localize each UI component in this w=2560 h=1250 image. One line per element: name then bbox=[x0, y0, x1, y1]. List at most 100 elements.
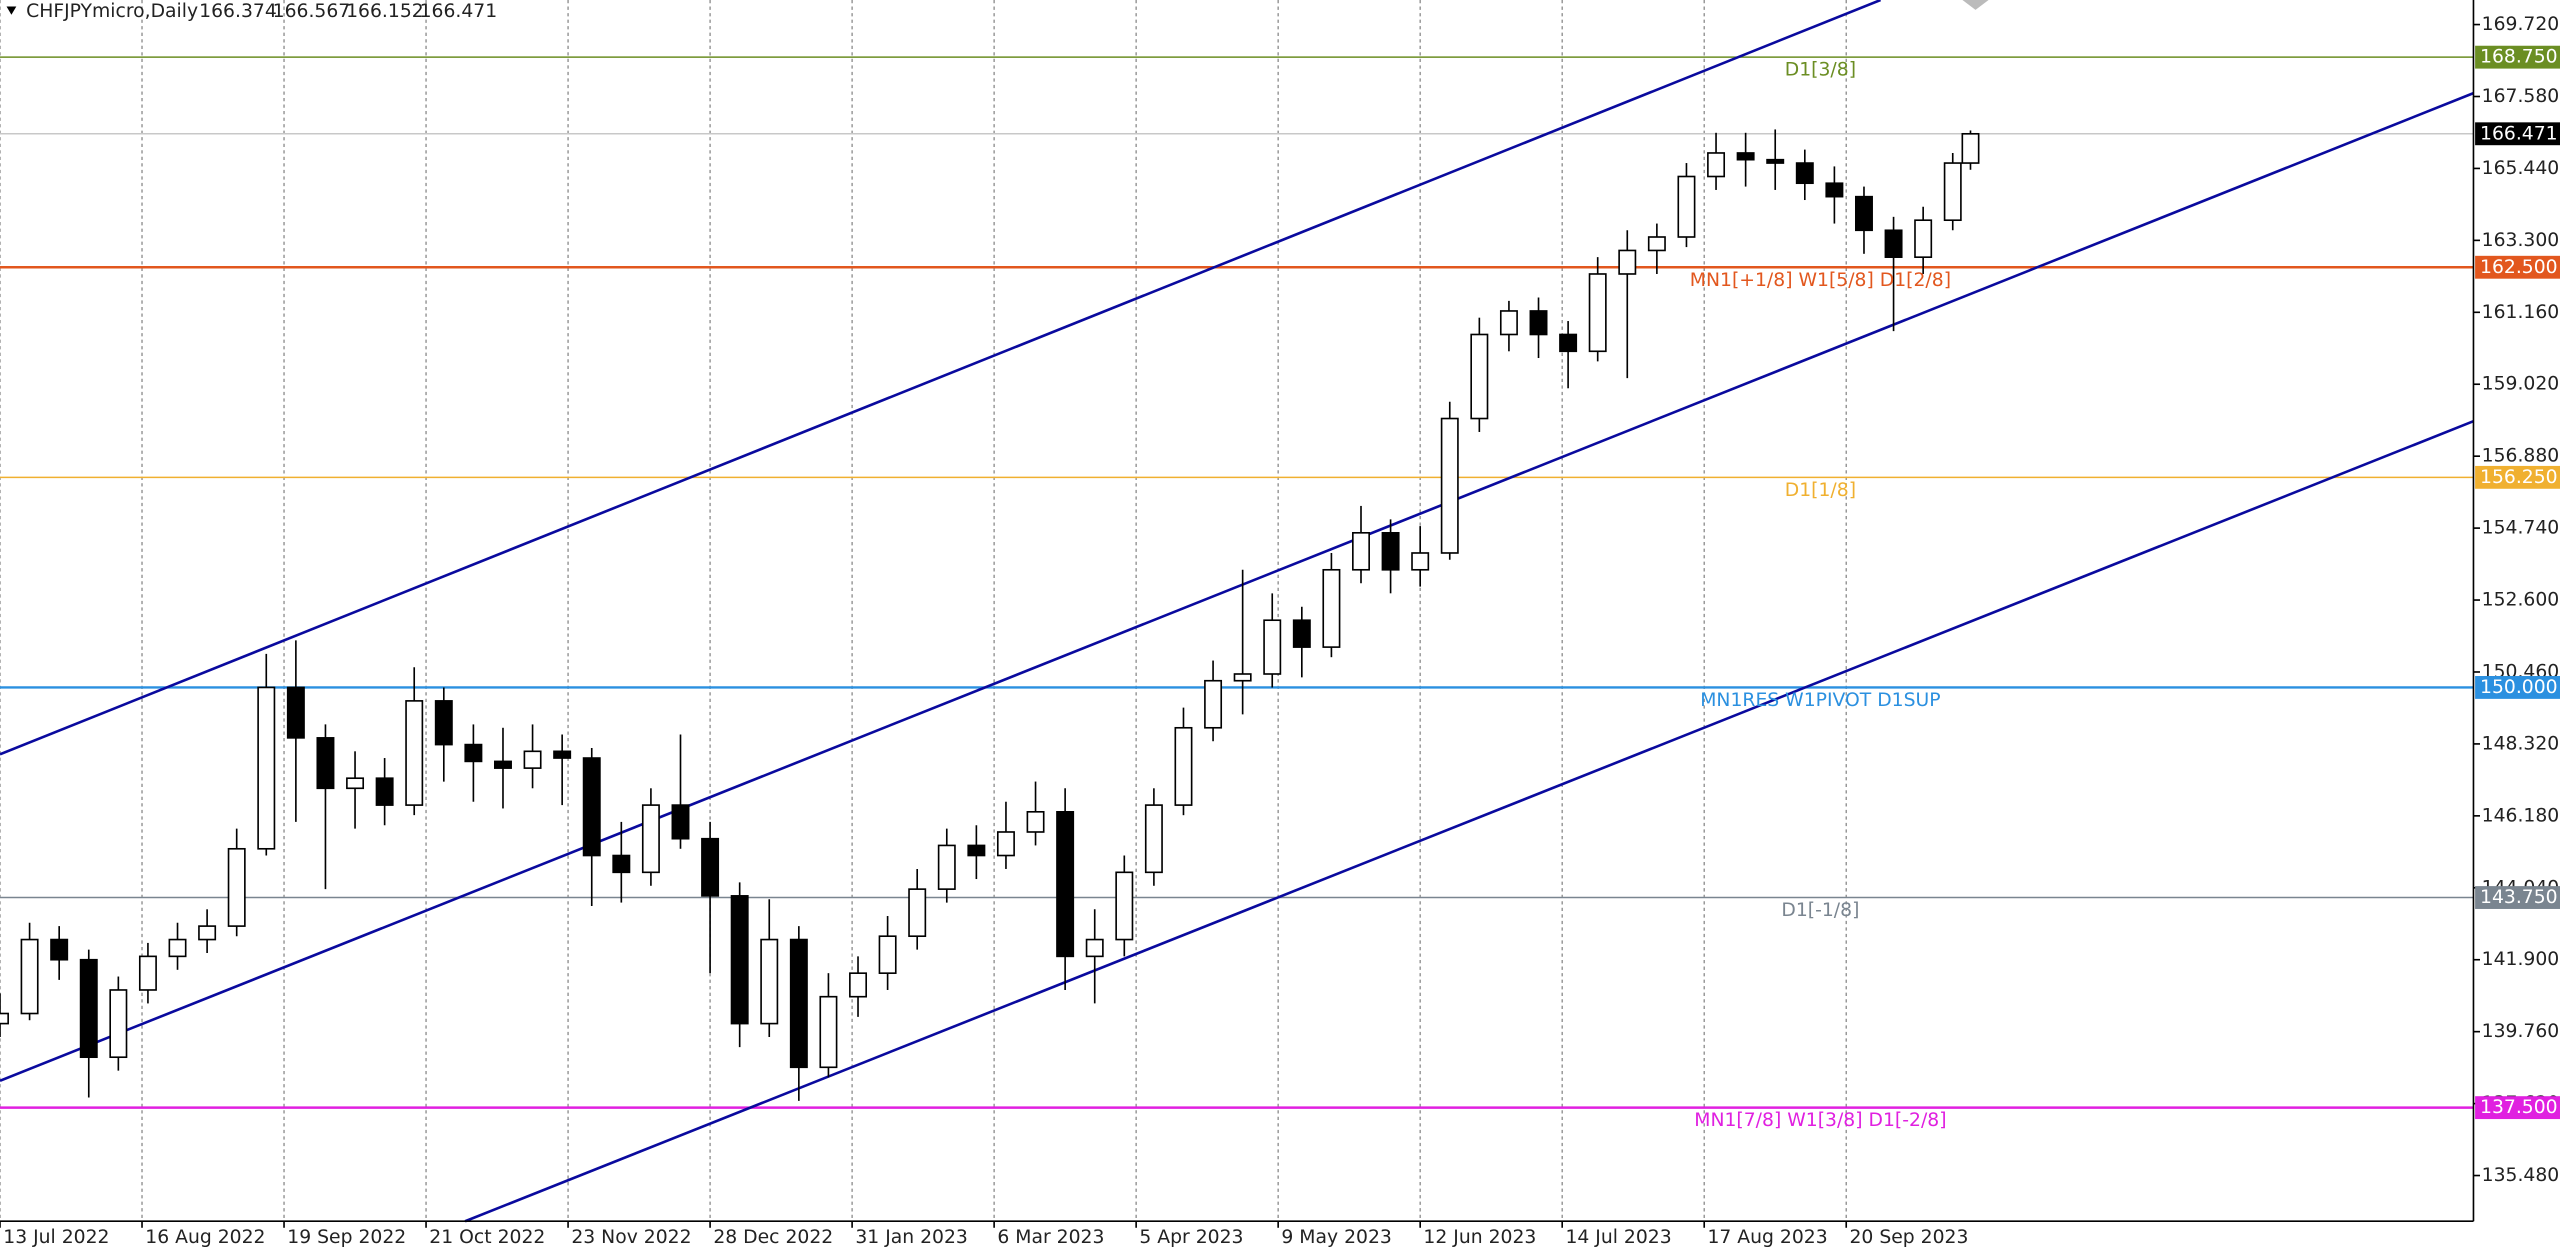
price-box-label: 168.750 bbox=[2480, 47, 2558, 68]
candle-body bbox=[1352, 531, 1370, 571]
channel-line bbox=[464, 420, 2474, 1223]
y-tick-label: 135.480 bbox=[2482, 1165, 2560, 1186]
candle-body bbox=[1381, 531, 1400, 571]
candle-body bbox=[346, 777, 365, 790]
candle-body bbox=[1233, 673, 1252, 682]
levels bbox=[0, 56, 2474, 1109]
candle-body bbox=[1026, 811, 1045, 833]
y-tick-label: 139.760 bbox=[2482, 1021, 2560, 1042]
y-tick-label: 167.580 bbox=[2482, 86, 2560, 107]
level-label: MN1[+1/8] W1[5/8] D1[2/8] bbox=[1690, 270, 1951, 291]
candle-body bbox=[405, 700, 424, 806]
candle-body bbox=[1961, 132, 1980, 164]
x-tick-label: 13 Jul 2022 bbox=[3, 1227, 109, 1248]
candle-body bbox=[1825, 182, 1844, 198]
candle-body bbox=[1647, 236, 1666, 252]
x-tick-label: 31 Jan 2023 bbox=[855, 1227, 968, 1248]
candle-body bbox=[109, 989, 128, 1059]
candle-body bbox=[20, 938, 39, 1015]
candle-body bbox=[1943, 162, 1962, 222]
candle-body bbox=[612, 854, 631, 874]
y-tick-label: 163.300 bbox=[2482, 230, 2560, 251]
candle-body bbox=[1884, 229, 1903, 258]
candle-body bbox=[1144, 804, 1163, 874]
candle-body bbox=[1707, 152, 1726, 178]
x-tick-label: 9 May 2023 bbox=[1281, 1227, 1391, 1248]
candle-body bbox=[1854, 195, 1873, 232]
price-box-label: 150.000 bbox=[2480, 677, 2558, 698]
level-label: D1[1/8] bbox=[1785, 480, 1856, 501]
candle-body bbox=[1440, 417, 1459, 554]
x-tick-label: 5 Apr 2023 bbox=[1139, 1227, 1243, 1248]
candle-body bbox=[1411, 552, 1430, 571]
x-tick-label: 17 Aug 2023 bbox=[1707, 1227, 1827, 1248]
candle-body bbox=[937, 844, 956, 890]
y-tick-label: 146.180 bbox=[2482, 805, 2560, 826]
x-tick-label: 28 Dec 2022 bbox=[713, 1227, 833, 1248]
candle-body bbox=[1618, 249, 1637, 275]
candle-body bbox=[1499, 310, 1518, 336]
price-box bbox=[2475, 886, 2560, 909]
quote-value: 166.471 bbox=[420, 1, 498, 22]
price-box-label: 162.500 bbox=[2480, 257, 2558, 278]
candle-body bbox=[1056, 811, 1075, 958]
level-label: MN1[7/8] W1[3/8] D1[-2/8] bbox=[1694, 1110, 1946, 1131]
x-tick-label: 6 Mar 2023 bbox=[997, 1227, 1104, 1248]
price-box bbox=[2475, 122, 2560, 146]
candle-body bbox=[493, 760, 512, 769]
candle-body bbox=[553, 750, 572, 759]
x-tick-label: 23 Nov 2022 bbox=[571, 1227, 691, 1248]
labels: D1[3/8] MN1[+1/8] W1[5/8] D1[2/8] D1[1/8] M… bbox=[1690, 60, 1951, 1131]
y-tick-label: 161.160 bbox=[2482, 302, 2560, 323]
quote-value: 166.567 bbox=[273, 1, 351, 22]
y-tick-label: 141.900 bbox=[2482, 949, 2560, 970]
scroll-marker bbox=[1962, 0, 1989, 10]
candle-body bbox=[908, 888, 927, 938]
candle-body bbox=[760, 938, 779, 1025]
channel bbox=[0, 0, 2474, 1223]
menu-triangle bbox=[6, 6, 17, 15]
candle-body bbox=[730, 895, 749, 1025]
candle-body bbox=[1470, 333, 1489, 420]
quote-value: 166.374 bbox=[199, 1, 277, 22]
y-tick-label: 152.600 bbox=[2482, 590, 2560, 611]
candle-body bbox=[257, 686, 276, 850]
x-tick-label: 20 Sep 2023 bbox=[1849, 1227, 1968, 1248]
candle-body bbox=[1115, 871, 1134, 941]
y-tick-label: 159.020 bbox=[2482, 374, 2560, 395]
x-tick-label: 14 Jul 2023 bbox=[1565, 1227, 1671, 1248]
candle-body bbox=[316, 737, 335, 790]
y-tick-label: 156.880 bbox=[2482, 446, 2560, 467]
candle-body bbox=[582, 757, 601, 857]
candle-body bbox=[1529, 310, 1548, 336]
candle-body bbox=[464, 743, 483, 763]
candle-body bbox=[849, 972, 868, 998]
candle-body bbox=[819, 995, 838, 1069]
candle-body bbox=[701, 837, 720, 897]
x-tick-label: 21 Oct 2022 bbox=[429, 1227, 545, 1248]
candle-body bbox=[1263, 619, 1282, 675]
x-tick-label: 19 Sep 2022 bbox=[287, 1227, 406, 1248]
candles bbox=[0, 129, 1980, 1101]
candle-body bbox=[1736, 152, 1755, 161]
price-box bbox=[2475, 255, 2560, 279]
price-box-label: 143.750 bbox=[2480, 887, 2558, 908]
level-label: D1[3/8] bbox=[1785, 60, 1856, 81]
price-box bbox=[2475, 1096, 2560, 1120]
candle-body bbox=[1766, 158, 1785, 164]
candle-body bbox=[168, 938, 187, 958]
candle-body bbox=[0, 1012, 9, 1025]
level-label: MN1RES W1PIVOT D1SUP bbox=[1700, 690, 1940, 711]
candle-body bbox=[375, 777, 394, 806]
header: CHFJPYmicro,Daily 166.374166.567166.15216… bbox=[6, 1, 498, 22]
y-tick-label: 148.320 bbox=[2482, 733, 2560, 754]
candle-body bbox=[789, 938, 808, 1069]
candle-body bbox=[523, 750, 542, 769]
symbol: CHFJPYmicro,Daily bbox=[26, 1, 198, 22]
price-box bbox=[2475, 45, 2560, 69]
candle-body bbox=[996, 831, 1015, 857]
y-tick-label: 165.440 bbox=[2482, 158, 2560, 179]
channel-line bbox=[0, 91, 2474, 1082]
